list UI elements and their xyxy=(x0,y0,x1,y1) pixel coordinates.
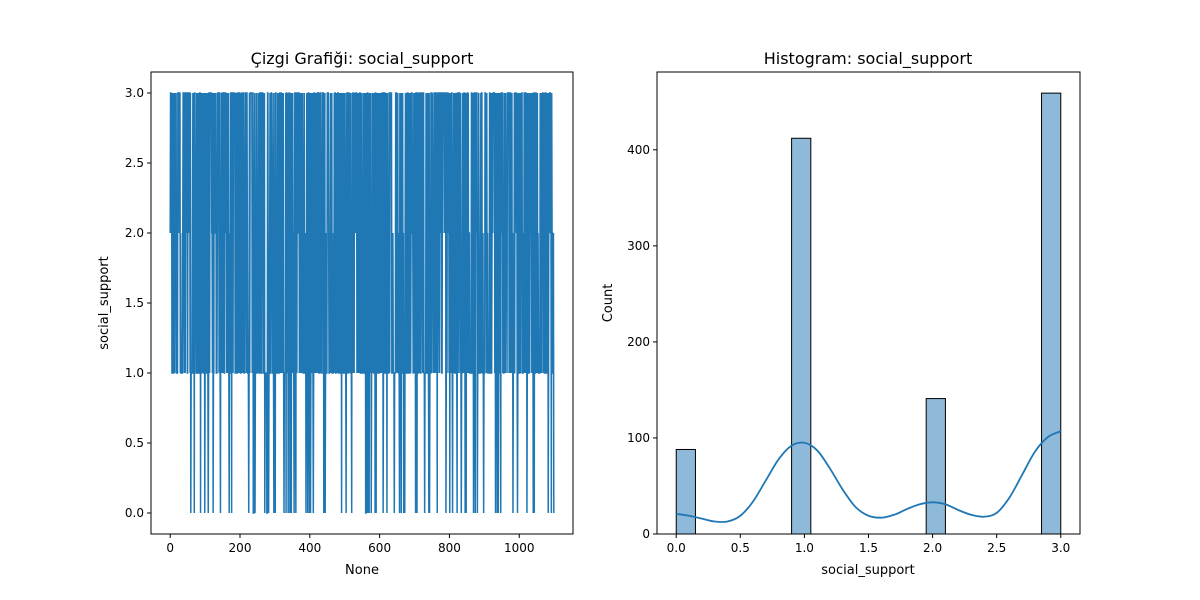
histogram-y-tick-label: 400 xyxy=(627,143,650,157)
histogram-plot-area xyxy=(675,92,1062,535)
line-chart-y-tick-label: 1.5 xyxy=(125,296,144,310)
histogram-bar xyxy=(675,448,696,535)
histogram-x-tick-label: 0.5 xyxy=(731,541,750,555)
line-chart-y-tick-label: 3.0 xyxy=(125,86,144,100)
histogram-x-tick-label: 2.5 xyxy=(987,541,1006,555)
histogram-x-tick-label: 3.0 xyxy=(1051,541,1070,555)
line-chart-y-ticks: 0.0 0.5 1.0 1.5 2.0 2.5 3.0 xyxy=(125,86,151,520)
line-chart-y-tick-label: 0.5 xyxy=(125,436,144,450)
histogram-x-tick-label: 2.0 xyxy=(923,541,942,555)
line-chart-y-tick-label: 1.0 xyxy=(125,366,144,380)
line-chart-x-tick-label: 800 xyxy=(438,541,461,555)
line-chart-x-tick-label: 400 xyxy=(298,541,321,555)
line-chart-x-tick-label: 200 xyxy=(229,541,252,555)
histogram-y-ticks: 0 100 200 300 400 xyxy=(627,143,657,541)
line-chart-y-tick-label: 0.0 xyxy=(125,506,144,520)
line-chart-x-tick-label: 600 xyxy=(368,541,391,555)
line-chart-y-tick-label: 2.5 xyxy=(125,156,144,170)
line-chart-title: Çizgi Grafiği: social_support xyxy=(251,49,474,69)
histogram-x-ticks: 0.0 0.5 1.0 1.5 2.0 2.5 3.0 xyxy=(667,534,1070,555)
histogram-x-tick-label: 1.0 xyxy=(795,541,814,555)
histogram-kde-curve xyxy=(676,430,1062,523)
line-series-social-support xyxy=(169,92,555,514)
line-chart-x-tick-label: 1000 xyxy=(504,541,535,555)
histogram-y-tick-label: 200 xyxy=(627,335,650,349)
line-chart-x-label: None xyxy=(345,563,379,578)
histogram-x-tick-label: 0.0 xyxy=(667,541,686,555)
histogram-bar xyxy=(1041,92,1062,535)
histogram-axes: Histogram: social_support 0.0 0.5 1.0 1.5 2.… xyxy=(601,49,1081,578)
histogram-bar xyxy=(925,398,946,535)
histogram-title: Histogram: social_support xyxy=(764,49,973,69)
line-chart-x-tick-label: 0 xyxy=(166,541,174,555)
line-chart-y-tick-label: 2.0 xyxy=(125,226,144,240)
histogram-bar xyxy=(791,137,812,535)
line-chart-x-ticks: 0 200 400 600 800 1000 xyxy=(166,534,535,555)
histogram-y-tick-label: 0 xyxy=(642,527,650,541)
line-chart-y-label: social_support xyxy=(97,256,112,349)
histogram-x-label: social_support xyxy=(821,563,914,578)
line-chart-plot-area xyxy=(169,92,555,514)
histogram-y-tick-label: 300 xyxy=(627,239,650,253)
histogram-y-label: Count xyxy=(601,284,616,323)
line-chart-axes: Çizgi Grafiği: social_support 0 200 400 600… xyxy=(97,49,574,578)
histogram-y-tick-label: 100 xyxy=(627,431,650,445)
histogram-x-tick-label: 1.5 xyxy=(859,541,878,555)
